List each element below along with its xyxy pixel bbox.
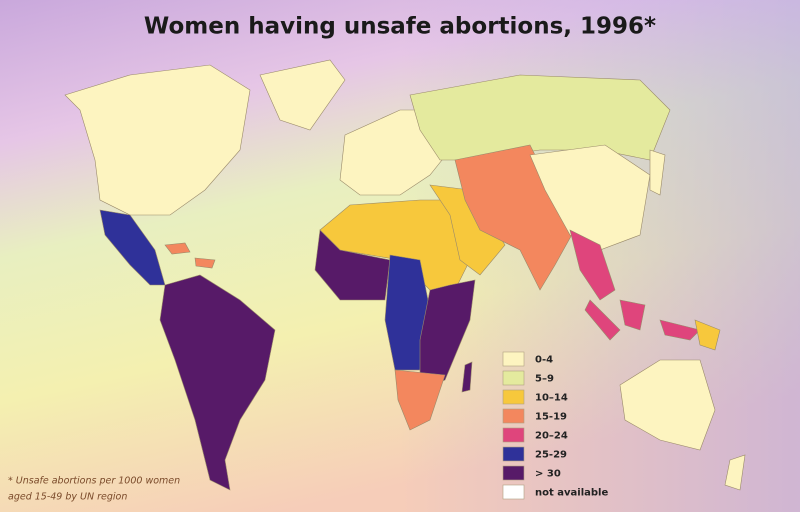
legend-swatch xyxy=(502,484,525,500)
legend-label: > 30 xyxy=(535,469,561,480)
footnote-line: aged 15-49 by UN region xyxy=(8,492,127,503)
north-asia xyxy=(409,74,671,161)
legend-label: not available xyxy=(535,488,608,499)
east-asia xyxy=(529,144,651,251)
north-america xyxy=(64,64,251,216)
central-america xyxy=(99,209,166,286)
japan xyxy=(649,149,666,196)
southern-africa xyxy=(394,369,446,431)
sumatra xyxy=(584,299,621,341)
borneo xyxy=(619,299,646,331)
legend-label: 10–14 xyxy=(535,393,568,404)
legend-swatch xyxy=(502,351,525,367)
legend-label: 20–24 xyxy=(535,431,568,442)
papua-new-guinea xyxy=(694,319,721,351)
australia xyxy=(619,359,716,451)
east-africa xyxy=(419,279,476,391)
legend-label: 15-19 xyxy=(535,412,567,423)
north-africa xyxy=(319,199,471,301)
caribbean xyxy=(164,242,191,255)
legend-swatch xyxy=(502,389,525,405)
legend: 0-4 5–9 10–14 15-19 20–24 25-29 > 30 not availa… xyxy=(502,351,608,500)
caribbean xyxy=(194,257,216,269)
footnote: * Unsafe abortions per 1000 women aged 1… xyxy=(8,476,180,503)
legend-swatch xyxy=(502,408,525,424)
madagascar xyxy=(461,361,473,393)
legend-swatch xyxy=(502,465,525,481)
legend-label: 0-4 xyxy=(535,355,553,366)
legend-label: 5–9 xyxy=(535,374,554,385)
legend-swatch xyxy=(502,446,525,462)
legend-swatch xyxy=(502,370,525,386)
legend-swatch xyxy=(502,427,525,443)
new-zealand xyxy=(724,454,746,491)
southeast-asia xyxy=(569,229,616,301)
footnote-line: * Unsafe abortions per 1000 women xyxy=(8,476,180,487)
legend-label: 25-29 xyxy=(535,450,567,461)
west-africa xyxy=(314,229,391,301)
world-map xyxy=(64,59,746,491)
greenland xyxy=(259,59,346,131)
eastern-indonesia xyxy=(659,319,701,341)
south-america xyxy=(159,274,276,491)
map-title: Women having unsafe abortions, 1996* xyxy=(144,14,656,40)
